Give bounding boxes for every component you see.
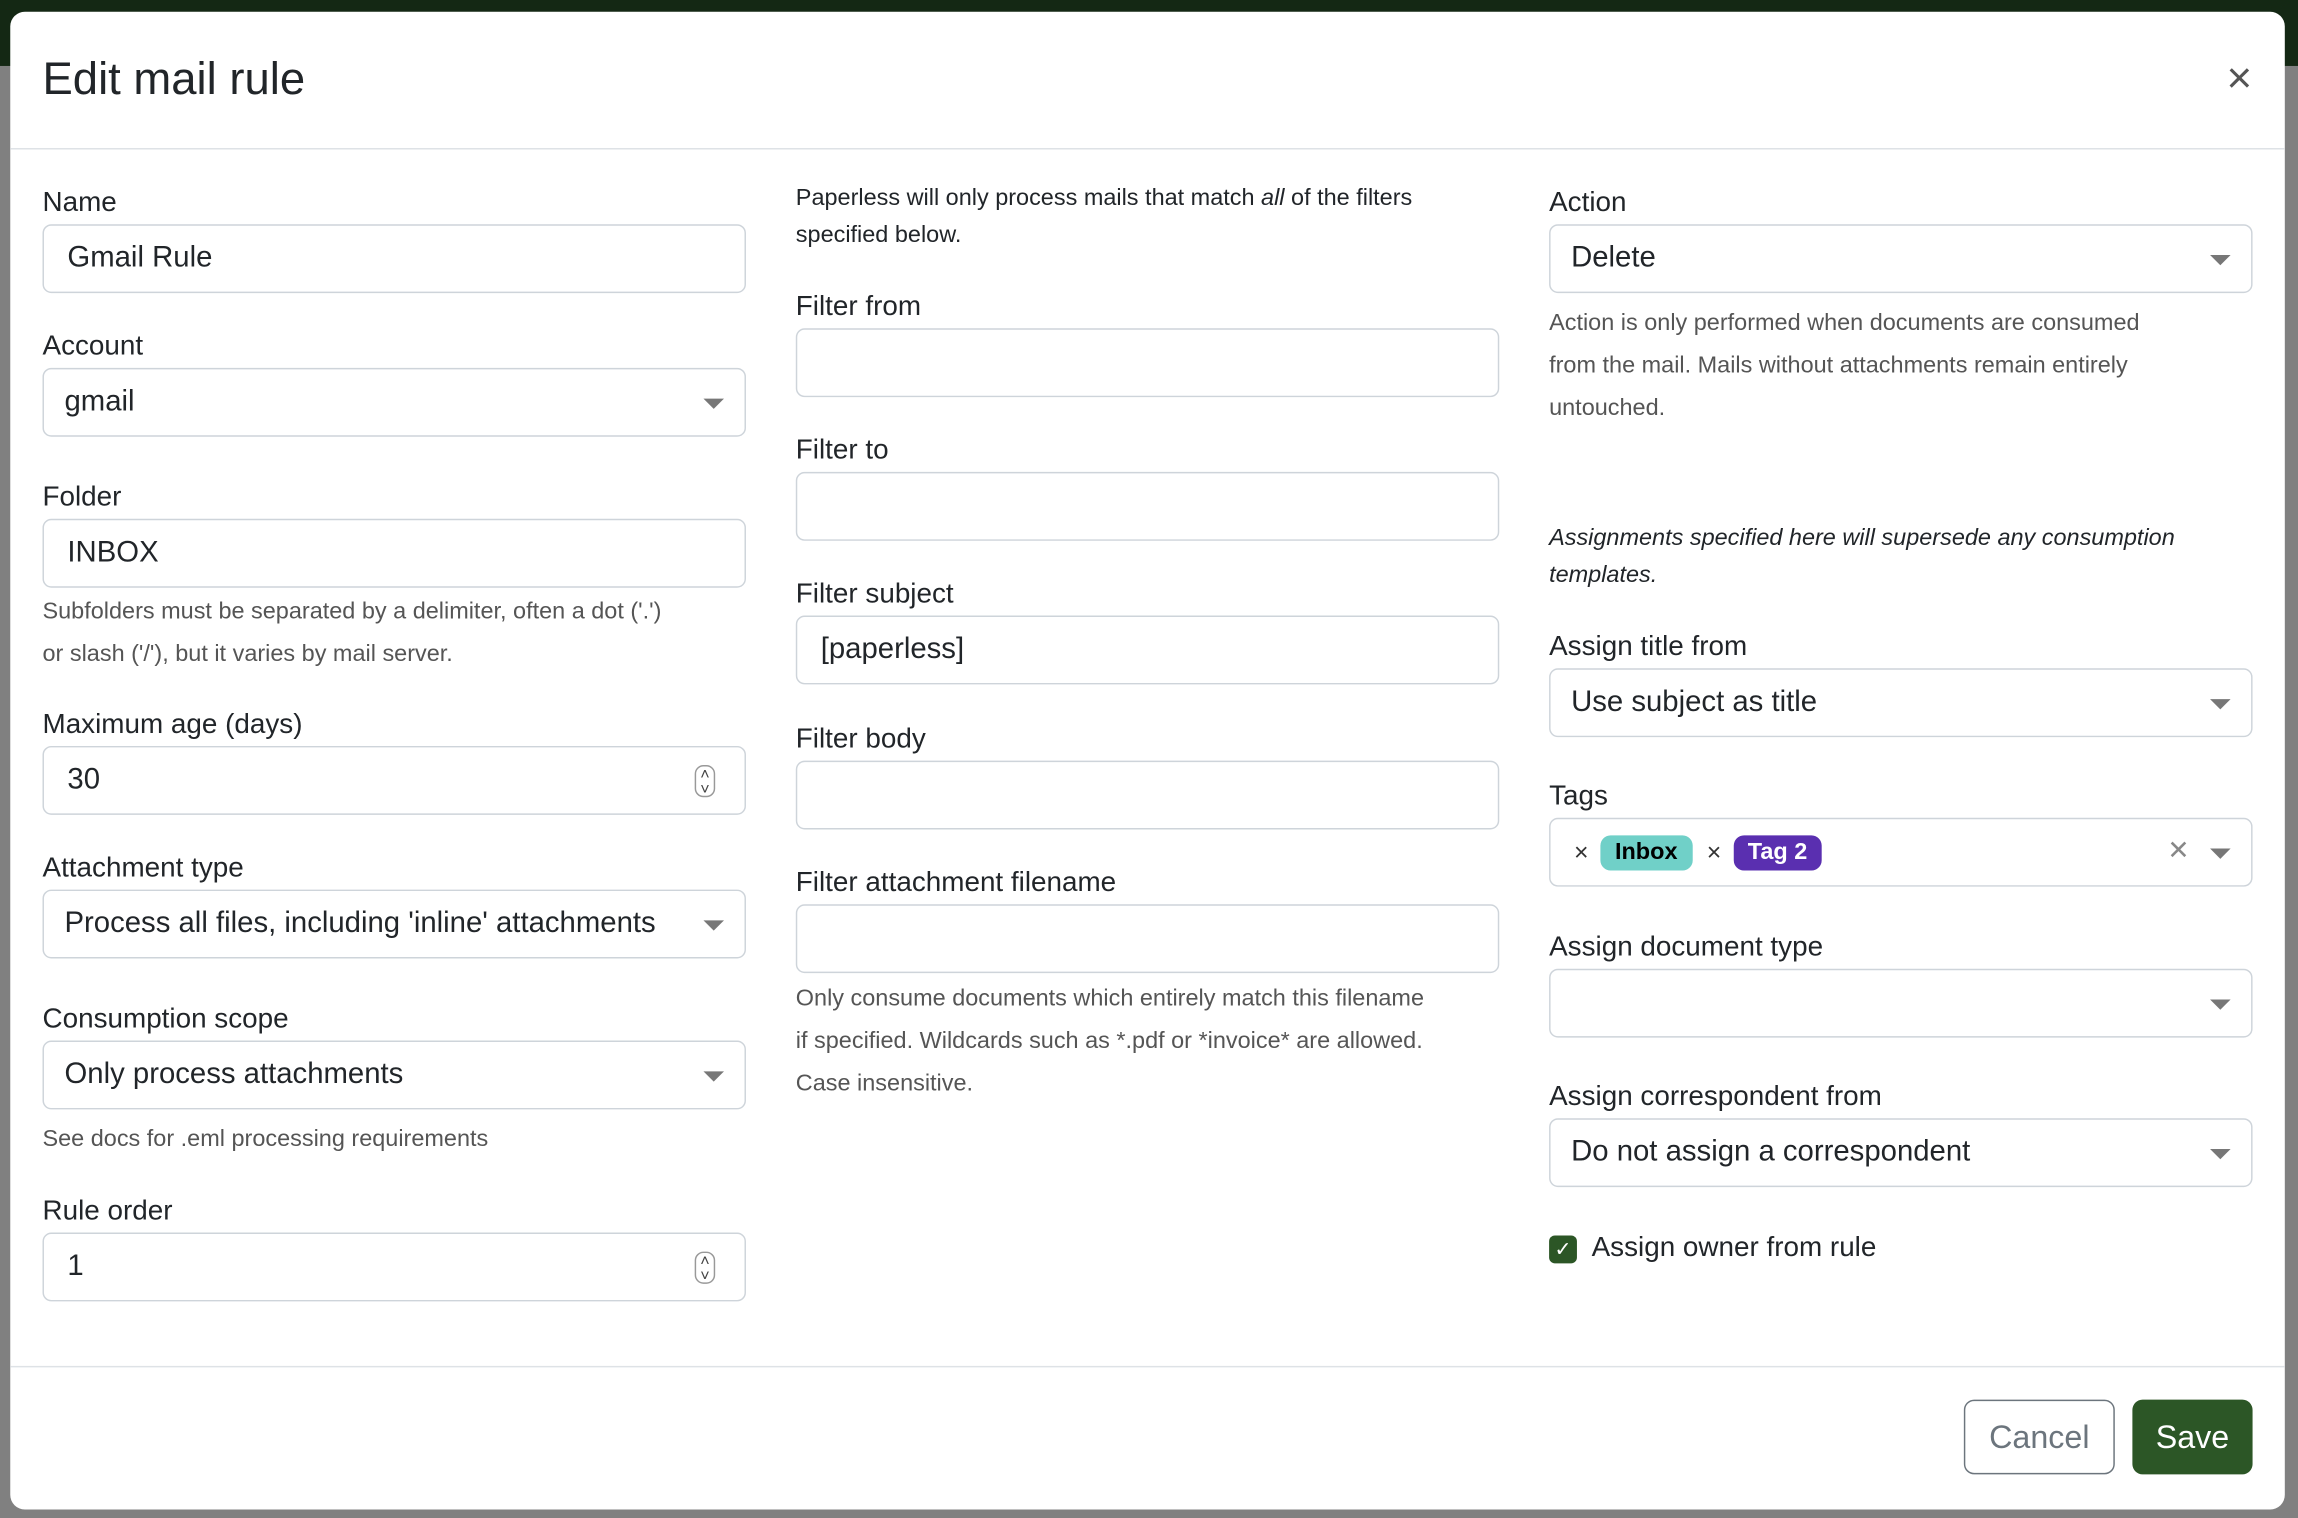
attachment-type-value: Process all files, including 'inline' at…: [64, 907, 656, 940]
remove-tag-icon[interactable]: ×: [1706, 837, 1722, 866]
stepper-icon[interactable]: ˄ ˅: [694, 1251, 716, 1285]
doc-type-label: Assign document type: [1549, 932, 1824, 963]
chevron-down-icon: [703, 920, 724, 931]
assignments-note: Assignments specified here will supersed…: [1549, 520, 2267, 593]
attachment-type-select[interactable]: Process all files, including 'inline' at…: [42, 889, 746, 959]
cancel-button[interactable]: Cancel: [1963, 1399, 2115, 1475]
tags-label: Tags: [1549, 781, 1608, 812]
save-button[interactable]: Save: [2132, 1399, 2253, 1475]
filter-body-label: Filter body: [795, 723, 926, 755]
correspondent-label: Assign correspondent from: [1549, 1081, 1882, 1113]
dialog-title: Edit mail rule: [42, 52, 306, 105]
filter-attachment-input[interactable]: [795, 904, 1500, 974]
intro-text: Paperless will only process mails that m…: [795, 186, 1262, 212]
intro-emphasis: all: [1261, 186, 1285, 212]
assign-title-select[interactable]: Use subject as title: [1549, 668, 2253, 738]
filter-attachment-help: Only consume documents which entirely ma…: [796, 978, 1514, 1106]
filter-from-label: Filter from: [795, 291, 922, 323]
header-divider: [10, 148, 2285, 150]
tag-inbox: Inbox: [1600, 834, 1693, 870]
filters-intro: Paperless will only process mails that m…: [796, 180, 1514, 253]
remove-tag-icon[interactable]: ×: [1574, 837, 1589, 866]
correspondent-value: Do not assign a correspondent: [1571, 1135, 1971, 1169]
checkbox-checked-icon[interactable]: ✓: [1549, 1234, 1577, 1263]
owner-label: Assign owner from rule: [1591, 1232, 1877, 1264]
filter-to-label: Filter to: [795, 435, 889, 467]
owner-checkbox-row[interactable]: ✓ Assign owner from rule: [1549, 1233, 1876, 1265]
folder-input[interactable]: INBOX: [42, 518, 746, 588]
help-line: if specified. Wildcards such as *.pdf or…: [795, 1028, 1423, 1054]
footer-divider: [10, 1365, 2285, 1368]
consumption-scope-select[interactable]: Only process attachments: [42, 1040, 746, 1110]
tag-tag-2: Tag 2: [1733, 834, 1822, 870]
tags-select[interactable]: × Inbox × Tag 2 ✕: [1549, 817, 2253, 887]
filter-from-input[interactable]: [795, 328, 1500, 398]
name-input[interactable]: Gmail Rule: [42, 224, 746, 294]
chevron-down-icon: [2210, 1148, 2231, 1160]
chevron-down-icon: [2210, 255, 2231, 266]
rule-order-input[interactable]: 1 ˄ ˅: [42, 1232, 746, 1302]
action-label: Action: [1549, 187, 1627, 219]
correspondent-select[interactable]: Do not assign a correspondent: [1549, 1118, 2253, 1188]
folder-help: Subfolders must be separated by a delimi…: [43, 591, 761, 676]
intro-text: specified below.: [795, 222, 962, 248]
rule-order-value: 1: [67, 1250, 84, 1283]
max-age-label: Maximum age (days): [42, 709, 303, 741]
folder-help-line: Subfolders must be separated by a delimi…: [42, 599, 662, 625]
folder-help-line: or slash ('/'), but it varies by mail se…: [42, 641, 453, 667]
max-age-value: 30: [67, 763, 101, 796]
filter-subject-input[interactable]: [paperless]: [795, 615, 1500, 685]
action-select[interactable]: Delete: [1549, 224, 2253, 294]
chevron-down-icon: [2210, 848, 2231, 859]
filter-subject-label: Filter subject: [795, 578, 954, 610]
consumption-scope-help: See docs for .eml processing requirement…: [42, 1127, 489, 1152]
edit-mail-rule-dialog: Edit mail rule × Name Gmail Rule Account…: [10, 11, 2285, 1510]
name-label: Name: [42, 187, 117, 219]
clear-icon[interactable]: ✕: [2167, 835, 2190, 865]
folder-label: Folder: [42, 482, 122, 513]
account-select[interactable]: gmail: [42, 367, 746, 437]
account-label: Account: [42, 331, 144, 362]
filter-to-input[interactable]: [795, 471, 1500, 541]
action-value: Delete: [1571, 241, 1656, 275]
chevron-down-icon: [703, 398, 724, 409]
help-line: untouched.: [1549, 395, 1666, 421]
doc-type-select[interactable]: [1549, 968, 2253, 1038]
attachment-type-label: Attachment type: [42, 852, 244, 884]
filter-attachment-label: Filter attachment filename: [795, 867, 1117, 899]
help-line: Only consume documents which entirely ma…: [795, 986, 1424, 1012]
intro-text: of the filters: [1284, 186, 1413, 212]
stepper-icon[interactable]: ˄ ˅: [694, 765, 716, 798]
assign-title-value: Use subject as title: [1571, 685, 1818, 719]
action-help: Action is only performed when documents …: [1549, 302, 2267, 430]
filter-body-input[interactable]: [795, 760, 1500, 830]
chevron-down-icon: [2210, 699, 2231, 710]
close-icon[interactable]: ×: [2226, 54, 2253, 103]
account-value: gmail: [64, 385, 135, 418]
rule-order-label: Rule order: [42, 1195, 173, 1227]
chevron-down-icon: [2210, 999, 2231, 1010]
assign-title-label: Assign title from: [1549, 631, 1748, 663]
help-line: Case insensitive.: [795, 1071, 974, 1097]
help-line: from the mail. Mails without attachments…: [1549, 353, 2128, 379]
consumption-scope-value: Only process attachments: [64, 1058, 404, 1091]
note-line: templates.: [1549, 562, 1658, 588]
chevron-down-icon: [703, 1071, 724, 1082]
consumption-scope-label: Consumption scope: [42, 1003, 289, 1035]
max-age-input[interactable]: 30 ˄ ˅: [42, 745, 746, 815]
help-line: Action is only performed when documents …: [1549, 310, 2140, 336]
note-line: Assignments specified here will supersed…: [1549, 526, 2175, 552]
